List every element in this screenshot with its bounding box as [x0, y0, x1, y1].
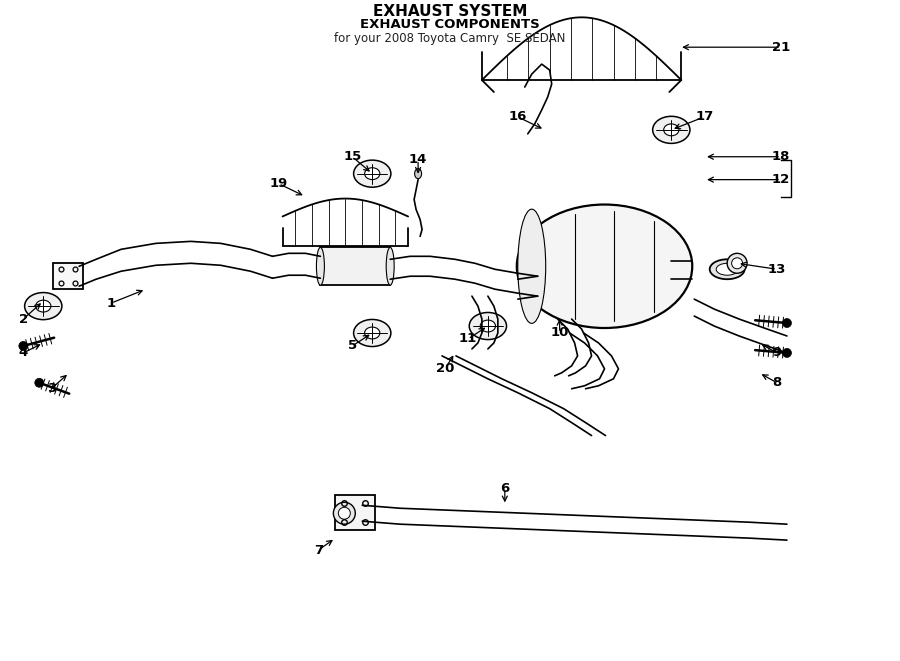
Text: 19: 19: [269, 177, 288, 190]
Ellipse shape: [518, 209, 545, 323]
Text: 2: 2: [19, 313, 28, 326]
Ellipse shape: [415, 169, 421, 178]
Text: 11: 11: [459, 332, 477, 346]
Text: 12: 12: [772, 173, 790, 186]
Text: 3: 3: [47, 382, 56, 395]
Ellipse shape: [727, 253, 747, 273]
Text: for your 2008 Toyota Camry  SE SEDAN: for your 2008 Toyota Camry SE SEDAN: [334, 32, 566, 45]
Text: 17: 17: [695, 110, 714, 124]
Ellipse shape: [333, 502, 356, 524]
Text: EXHAUST SYSTEM: EXHAUST SYSTEM: [373, 5, 527, 19]
Text: 1: 1: [106, 297, 115, 309]
Text: 10: 10: [551, 327, 569, 340]
Ellipse shape: [317, 247, 324, 285]
Text: 7: 7: [314, 543, 323, 557]
Ellipse shape: [716, 263, 738, 275]
Ellipse shape: [354, 160, 391, 187]
Polygon shape: [336, 495, 375, 530]
Ellipse shape: [24, 293, 62, 320]
Text: 15: 15: [343, 150, 362, 163]
Text: 6: 6: [500, 482, 509, 495]
Ellipse shape: [782, 319, 791, 327]
Ellipse shape: [364, 327, 380, 339]
Ellipse shape: [652, 116, 690, 143]
Text: 14: 14: [409, 153, 428, 166]
Text: 20: 20: [436, 362, 454, 375]
Ellipse shape: [517, 204, 692, 328]
Ellipse shape: [36, 300, 51, 312]
Ellipse shape: [732, 258, 742, 269]
Text: EXHAUST COMPONENTS: EXHAUST COMPONENTS: [360, 19, 540, 31]
Text: 9: 9: [772, 346, 781, 360]
Ellipse shape: [354, 319, 391, 346]
Text: 4: 4: [19, 346, 28, 360]
Ellipse shape: [364, 168, 380, 180]
Ellipse shape: [19, 342, 28, 350]
Text: 16: 16: [508, 110, 527, 124]
Ellipse shape: [710, 259, 744, 279]
Ellipse shape: [386, 247, 394, 285]
Ellipse shape: [35, 378, 44, 387]
Ellipse shape: [663, 124, 679, 136]
Polygon shape: [320, 247, 391, 285]
Text: 8: 8: [772, 376, 781, 389]
Polygon shape: [53, 263, 83, 289]
Ellipse shape: [782, 348, 791, 358]
Text: 21: 21: [772, 41, 790, 54]
Ellipse shape: [481, 320, 496, 332]
Ellipse shape: [338, 507, 350, 519]
Text: 5: 5: [347, 340, 357, 352]
Ellipse shape: [469, 313, 507, 340]
Text: 13: 13: [768, 263, 787, 276]
Text: 18: 18: [772, 150, 790, 163]
